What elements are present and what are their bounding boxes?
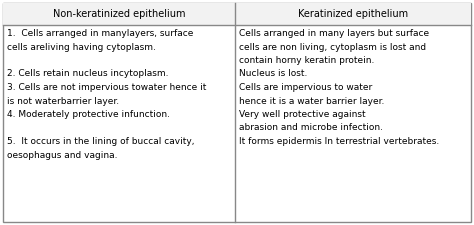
Text: 4. Moderately protective infunction.: 4. Moderately protective infunction.	[7, 110, 170, 119]
Text: cells areliving having cytoplasm.: cells areliving having cytoplasm.	[7, 43, 156, 52]
Text: abrasion and microbe infection.: abrasion and microbe infection.	[239, 124, 383, 133]
Text: 1.  Cells arranged in manylayers, surface: 1. Cells arranged in manylayers, surface	[7, 29, 193, 38]
Text: 5.  It occurs in the lining of buccal cavity,: 5. It occurs in the lining of buccal cav…	[7, 137, 194, 146]
Text: It forms epidermis In terrestrial vertebrates.: It forms epidermis In terrestrial verteb…	[239, 137, 439, 146]
Text: Cells arranged in many layers but surface: Cells arranged in many layers but surfac…	[239, 29, 429, 38]
Text: Very well protective against: Very well protective against	[239, 110, 365, 119]
Bar	[235, 3, 471, 25]
Text: is not waterbarrier layer.: is not waterbarrier layer.	[7, 97, 119, 106]
Text: Keratinized epithelium: Keratinized epithelium	[298, 9, 408, 19]
Text: Non-keratinized epithelium: Non-keratinized epithelium	[53, 9, 185, 19]
Bar	[3, 3, 235, 25]
Text: Nucleus is lost.: Nucleus is lost.	[239, 70, 307, 79]
Text: 3. Cells are not impervious towater hence it: 3. Cells are not impervious towater henc…	[7, 83, 206, 92]
Text: hence it is a water barrier layer.: hence it is a water barrier layer.	[239, 97, 384, 106]
Text: oesophagus and vagina.: oesophagus and vagina.	[7, 151, 118, 160]
Text: cells are non living, cytoplasm is lost and: cells are non living, cytoplasm is lost …	[239, 43, 426, 52]
Text: Cells are impervious to water: Cells are impervious to water	[239, 83, 372, 92]
Text: contain horny keratin protein.: contain horny keratin protein.	[239, 56, 374, 65]
Text: 2. Cells retain nucleus incytoplasm.: 2. Cells retain nucleus incytoplasm.	[7, 70, 168, 79]
